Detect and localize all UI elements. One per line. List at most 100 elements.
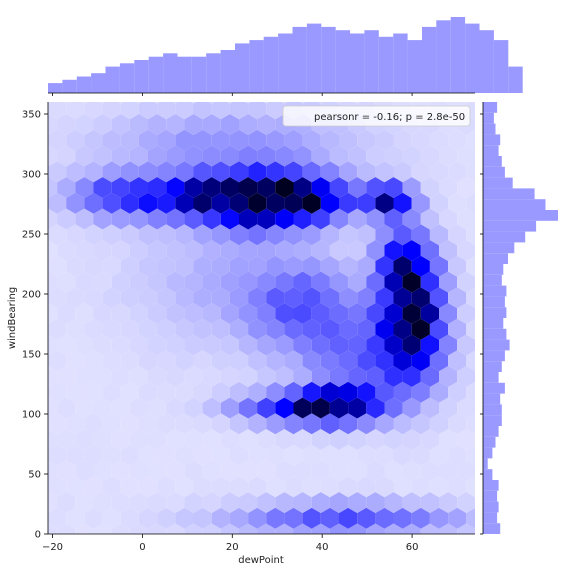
hexbin-cell xyxy=(448,507,467,529)
hexbin-cell xyxy=(211,161,230,183)
hexbin-cell xyxy=(429,255,449,277)
hexbin-cell xyxy=(411,129,430,151)
hexbin-cell xyxy=(402,366,421,387)
x-tick-label: 60 xyxy=(406,542,419,553)
hexbin-cell xyxy=(257,492,276,513)
hexbin-cell xyxy=(48,381,67,403)
hexbin-cell xyxy=(239,334,258,356)
hexbin-cell xyxy=(348,271,367,293)
hexbin-cell xyxy=(411,413,430,435)
x-marginal-bar xyxy=(508,66,523,93)
hexbin-cell xyxy=(157,161,176,183)
y-marginal-bar xyxy=(483,469,493,480)
hexbin-cell xyxy=(466,508,475,529)
hexbin-cell xyxy=(448,161,467,183)
hexbin-cell xyxy=(302,224,321,246)
hexbin-cell xyxy=(266,224,285,246)
hexbin-cell xyxy=(129,397,148,419)
hexbin-cell xyxy=(57,177,76,198)
hexbin-cell xyxy=(220,208,239,230)
hexbin-cell xyxy=(148,492,167,513)
hexbin-cell xyxy=(129,523,148,534)
hexbin-cell xyxy=(48,102,51,104)
hexbin-cell xyxy=(184,208,203,230)
hexbin-cell xyxy=(220,177,239,198)
hexbin-cell xyxy=(193,161,212,183)
hexbin-cell xyxy=(220,303,239,324)
hexbin-cell xyxy=(366,460,385,482)
hexbin-cell xyxy=(157,129,176,151)
hexbin-cell xyxy=(375,444,394,466)
hexbin-cell xyxy=(202,208,221,230)
hexbin-cell xyxy=(66,413,85,435)
hexbin-cell xyxy=(439,145,458,167)
x-tick-label: −20 xyxy=(42,542,63,553)
hexbin-cell xyxy=(402,303,421,324)
hexbin-cell xyxy=(448,381,467,403)
hexbin-cell xyxy=(293,303,312,324)
hexbin-cell xyxy=(402,271,421,293)
y-marginal-bar xyxy=(483,501,499,513)
hexbin-cell xyxy=(202,240,221,261)
hexbin-cell xyxy=(275,334,294,356)
hexbin-cell xyxy=(175,102,194,120)
hexbin-cell xyxy=(129,492,148,513)
hexbin-cell xyxy=(320,507,339,529)
hexbin-cell xyxy=(138,129,158,151)
hexbin-cell xyxy=(275,429,294,450)
hexbin-cell xyxy=(239,208,258,230)
hexbin-cell xyxy=(84,192,103,214)
hexbin-cell xyxy=(93,334,112,356)
hexbin-cell xyxy=(75,397,94,419)
hexbin-cell xyxy=(366,240,385,261)
hexbin-cell xyxy=(120,161,139,183)
hexbin-cell xyxy=(320,287,339,309)
hexbin-cell xyxy=(211,192,230,214)
x-marginal-bar xyxy=(91,73,106,93)
hexbin-cell xyxy=(84,224,103,246)
hexbin-cell xyxy=(248,287,267,309)
hexbin-cell xyxy=(384,145,403,167)
hexbin-cell xyxy=(257,334,276,356)
hexbin-cell xyxy=(48,145,58,167)
hexbin-cell xyxy=(339,381,358,403)
hexbin-cell xyxy=(439,429,458,450)
hexbin-cell xyxy=(257,523,276,534)
hexbin-cell xyxy=(57,145,76,167)
hexbin-cell xyxy=(157,476,176,498)
hexbin-cell xyxy=(138,224,158,246)
hexbin-cell xyxy=(384,303,403,324)
hexbin-cell xyxy=(148,145,167,167)
hexbin-cell xyxy=(339,129,358,151)
hexbin-cell xyxy=(102,413,121,435)
hexbin-cell xyxy=(102,161,121,183)
hexbin-cell xyxy=(311,429,330,450)
hexbin-cell xyxy=(293,240,312,261)
hexbin-cell xyxy=(148,208,167,230)
hexbin-cell xyxy=(448,192,467,214)
x-tick-label: 40 xyxy=(316,542,329,553)
hexbin-cell xyxy=(429,444,449,466)
hexbin-cell xyxy=(202,460,221,482)
hexbin-cell xyxy=(320,255,339,277)
hexbin-cell xyxy=(284,413,303,435)
hexbin-cell xyxy=(357,161,376,183)
hexbin-cell xyxy=(66,381,85,403)
hexbin-cell xyxy=(102,287,121,309)
hexbin-cell xyxy=(190,102,197,104)
hexbin-cell xyxy=(275,303,294,324)
hexbin-cell xyxy=(466,476,475,498)
hexbin-cell xyxy=(348,429,367,450)
y-marginal-bar xyxy=(483,253,508,264)
hexbin-cell xyxy=(402,429,421,450)
hexbin-cell xyxy=(384,208,403,230)
hexbin-cell xyxy=(66,350,85,372)
hexbin-cell xyxy=(393,381,412,403)
hexbin-cell xyxy=(102,255,121,277)
hexbin-cell xyxy=(148,429,167,450)
hexbin-cell xyxy=(375,255,394,277)
hexbin-cell xyxy=(339,287,358,309)
hexbin-cell xyxy=(329,240,349,261)
hexbin-cell xyxy=(229,129,249,151)
hexbin-cell xyxy=(66,318,85,340)
